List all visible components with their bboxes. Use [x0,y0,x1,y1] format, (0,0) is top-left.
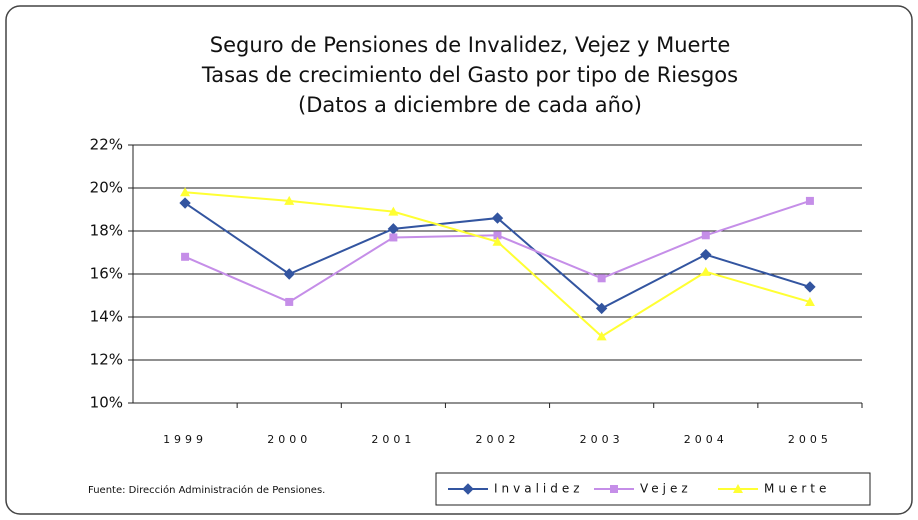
chart-subtitle: Tasas de crecimiento del Gasto por tipo … [201,63,738,87]
chart-title: Seguro de Pensiones de Invalidez, Vejez … [210,33,731,57]
legend-marker [610,485,618,493]
data-point [283,268,295,280]
legend-marker [733,484,743,493]
data-point [493,231,502,240]
data-point [805,196,814,205]
x-tick-label: 2000 [267,433,311,446]
data-point [700,248,712,261]
x-tick-label: 2005 [788,433,832,446]
y-tick-label: 10% [90,394,123,412]
data-point [701,231,710,240]
data-point [491,212,504,224]
data-point [285,297,294,306]
data-point [180,187,191,197]
data-point [179,197,191,209]
y-tick-label: 14% [90,308,123,326]
x-tick-label: 2003 [580,433,624,446]
y-tick-label: 18% [90,222,123,240]
legend-label: Invalidez [494,482,584,496]
legend-label: Muerte [764,482,830,496]
data-point [597,274,606,283]
y-tick-label: 20% [90,179,123,197]
source-note: Fuente: Dirección Administración de Pens… [88,484,325,496]
data-point [181,252,190,261]
frame [5,5,913,515]
legend-marker [462,483,474,495]
data-point [804,296,815,306]
legend-label: Vejez [640,482,692,496]
data-point [388,206,399,216]
y-tick-label: 22% [90,136,123,154]
data-point [700,266,711,276]
y-tick-label: 16% [90,265,123,283]
y-tick-label: 12% [90,351,123,369]
data-point [596,331,607,341]
data-point [595,302,608,315]
data-point [284,195,295,205]
x-tick-label: 2002 [476,433,520,446]
x-tick-label: 1999 [163,433,207,446]
legend-box [435,472,871,506]
chart-subtitle: (Datos a diciembre de cada año) [298,93,642,117]
data-point [492,236,503,246]
x-tick-label: 2001 [371,433,415,446]
x-tick-label: 2004 [684,433,728,446]
data-point [389,233,398,242]
data-point [804,281,816,293]
